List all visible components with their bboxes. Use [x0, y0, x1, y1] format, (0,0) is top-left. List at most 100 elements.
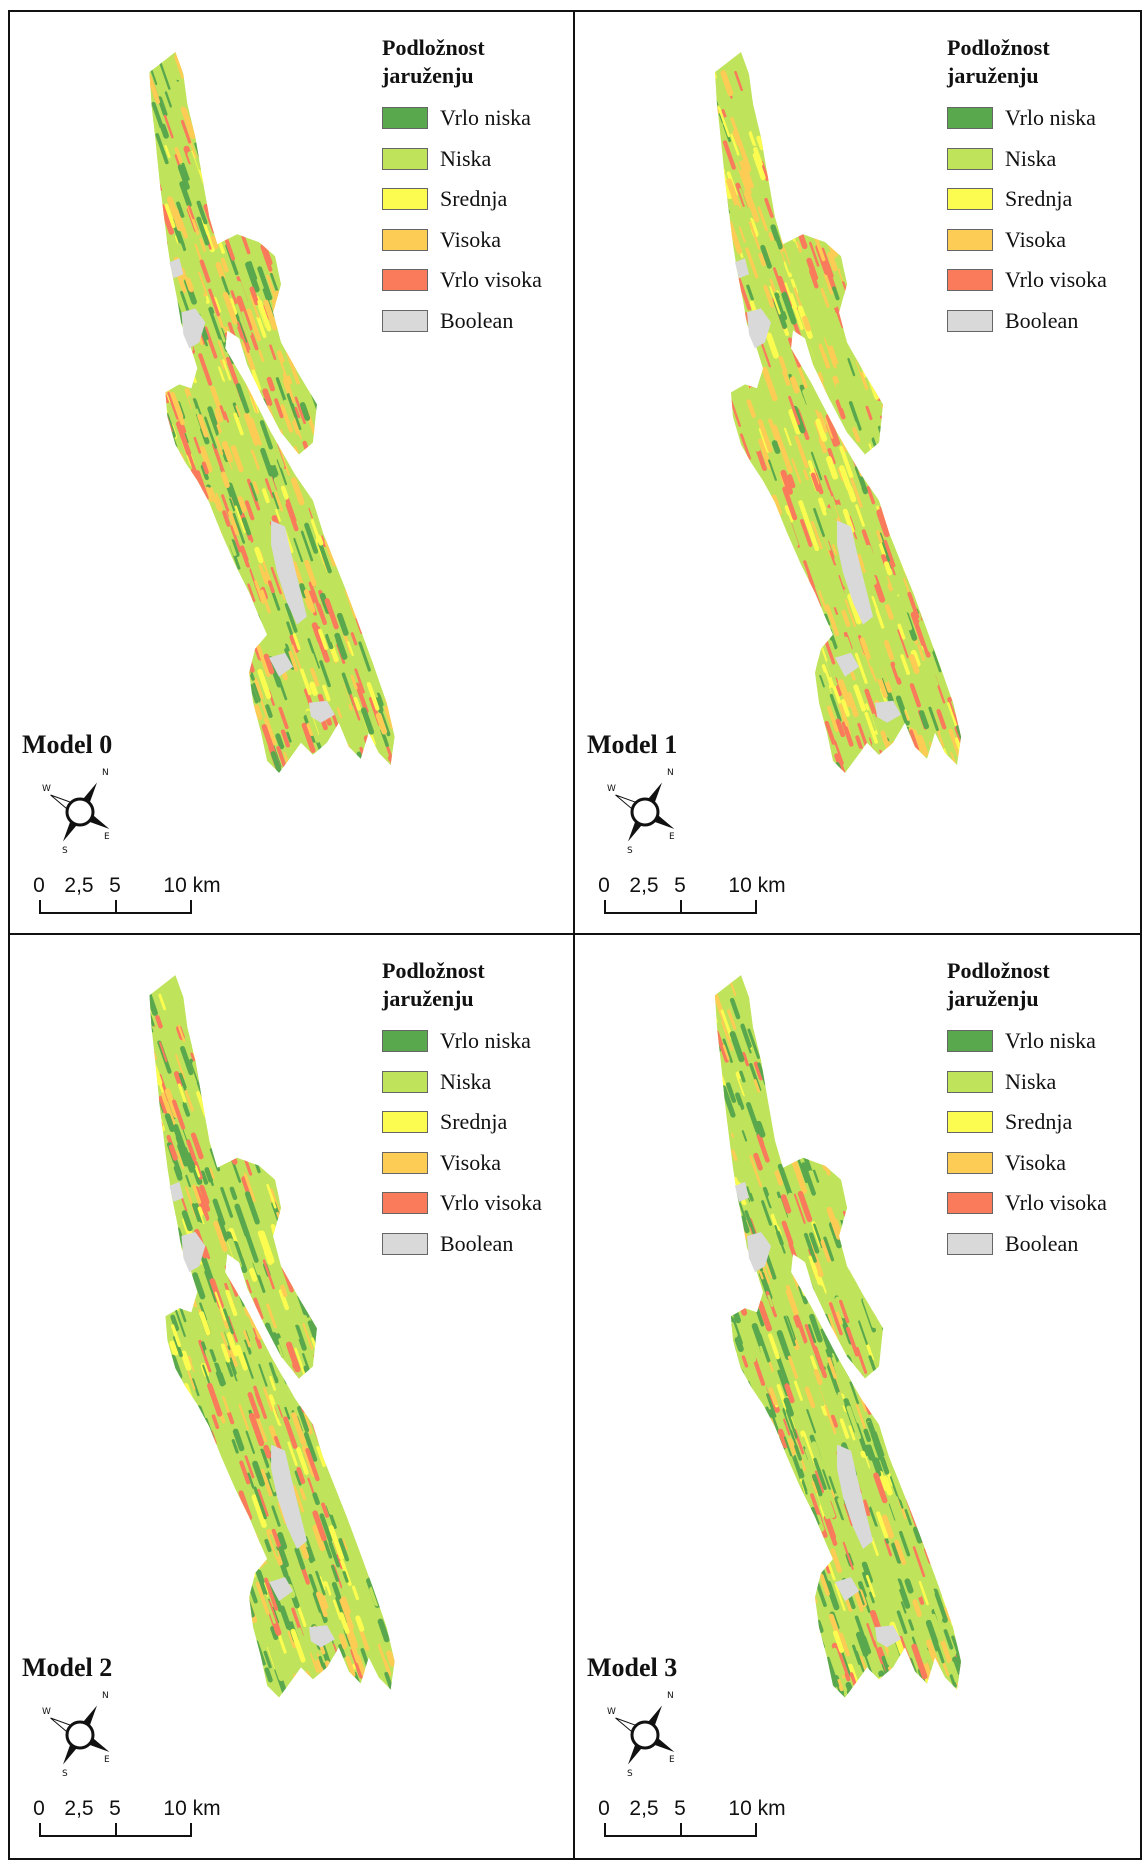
raster-cell — [715, 553, 721, 566]
raster-cell — [294, 1470, 302, 1486]
legend-item: Visoka — [382, 1143, 572, 1184]
raster-cell — [219, 1269, 228, 1284]
raster-cell — [852, 426, 861, 443]
raster-cell — [722, 1289, 734, 1314]
raster-cell — [216, 1497, 225, 1513]
raster-cell — [817, 1195, 827, 1214]
raster-cell — [793, 52, 806, 77]
raster-cell — [299, 1066, 314, 1100]
raster-cell — [734, 1290, 748, 1316]
raster-cell — [257, 1124, 270, 1154]
raster-cell — [319, 1576, 326, 1591]
raster-cell — [184, 354, 197, 384]
raster-cell — [380, 664, 393, 694]
raster-cell — [830, 68, 842, 91]
raster-cell — [920, 99, 935, 132]
raster-cell — [219, 1056, 229, 1073]
raster-cell — [222, 359, 232, 381]
legend-item: Boolean — [382, 1224, 572, 1265]
raster-cell — [218, 1149, 226, 1167]
raster-cell — [781, 552, 793, 575]
raster-cell — [881, 232, 891, 255]
raster-cell — [348, 89, 360, 112]
raster-cell — [232, 155, 244, 182]
raster-cell — [180, 570, 189, 587]
raster-cell — [382, 612, 391, 627]
raster-cell — [167, 751, 175, 768]
raster-cell — [892, 83, 904, 111]
raster-cell — [368, 101, 377, 119]
legend-item: Niska — [382, 1062, 572, 1103]
raster-cell — [893, 124, 906, 150]
raster-cell — [732, 522, 747, 556]
raster-cell — [184, 296, 191, 309]
raster-cell — [346, 1364, 355, 1383]
raster-cell — [335, 243, 344, 263]
raster-cell — [918, 1580, 929, 1606]
raster-cell — [298, 1147, 308, 1167]
raster-cell — [177, 575, 187, 597]
raster-cell — [195, 709, 207, 730]
raster-cell — [186, 1456, 200, 1486]
raster-cell — [217, 1217, 229, 1242]
raster-cell — [710, 470, 713, 478]
raster-cell — [882, 1229, 891, 1243]
raster-cell — [880, 465, 895, 497]
raster-cell — [818, 331, 829, 354]
raster-cell — [398, 1497, 407, 1522]
raster-cell — [840, 1144, 854, 1175]
raster-cell — [889, 409, 902, 436]
scale-tick-label: 0 — [33, 1797, 45, 1820]
raster-cell — [195, 595, 207, 617]
raster-cell — [799, 583, 814, 615]
raster-cell — [772, 657, 782, 675]
raster-cell — [290, 980, 306, 1016]
raster-cell — [771, 440, 781, 454]
raster-cell — [734, 476, 746, 505]
raster-cell — [202, 1557, 214, 1583]
raster-cell — [893, 1576, 901, 1590]
raster-cell — [246, 370, 256, 386]
raster-cell — [950, 524, 961, 560]
raster-cell — [752, 152, 766, 181]
raster-cell — [181, 1591, 195, 1621]
scale-bar: 0 2,5 5 10 km — [22, 1797, 221, 1857]
raster-cell — [924, 206, 940, 239]
raster-cell — [805, 589, 813, 603]
raster-cell — [366, 1147, 377, 1171]
raster-cell — [801, 315, 812, 332]
raster-cell — [208, 1499, 218, 1523]
raster-cell — [262, 149, 276, 175]
raster-cell — [393, 1304, 395, 1338]
raster-cell — [848, 401, 862, 431]
raster-cell — [847, 357, 856, 377]
raster-cell — [329, 758, 338, 773]
raster-cell — [402, 344, 406, 354]
raster-cell — [286, 217, 293, 230]
raster-cell — [750, 660, 767, 695]
raster-cell — [866, 163, 875, 180]
raster-cell — [320, 397, 333, 424]
raster-cell — [723, 271, 736, 302]
raster-cell — [737, 713, 751, 743]
raster-cell — [368, 1364, 383, 1396]
raster-cell — [766, 586, 778, 613]
raster-cell — [188, 613, 202, 644]
raster-cell — [358, 505, 369, 524]
raster-cell — [802, 162, 812, 186]
raster-cell — [255, 153, 269, 185]
raster-cell — [758, 438, 773, 470]
raster-cell — [892, 233, 906, 264]
raster-cell — [797, 660, 808, 682]
raster-cell — [252, 1135, 265, 1160]
raster-cell — [914, 1143, 926, 1165]
raster-cell — [720, 506, 731, 530]
raster-cell — [177, 1462, 188, 1484]
raster-cell — [221, 118, 231, 135]
raster-cell — [373, 1565, 385, 1593]
raster-cell — [264, 478, 274, 499]
raster-cell — [263, 167, 269, 180]
raster-cell — [359, 599, 369, 615]
raster-cell — [390, 1285, 395, 1309]
raster-cell — [923, 125, 930, 137]
